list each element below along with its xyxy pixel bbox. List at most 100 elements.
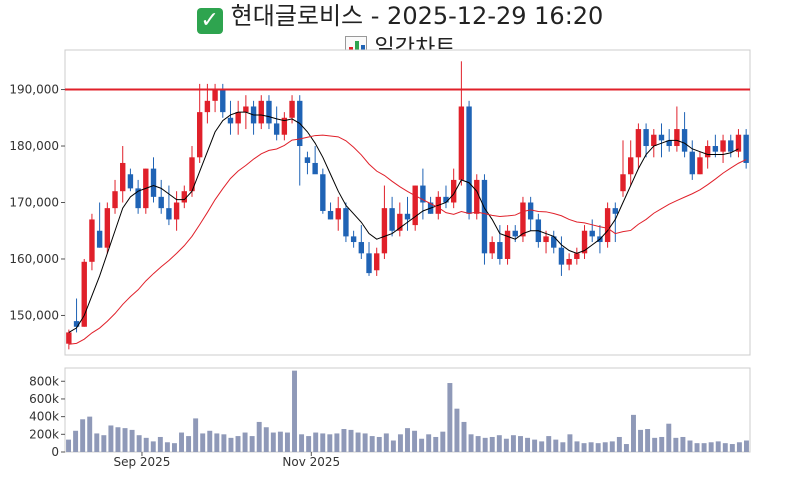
candle-body: [220, 89, 226, 113]
volume-bar: [722, 443, 728, 452]
candle-body: [743, 134, 749, 163]
candle-body: [104, 208, 111, 248]
volume-bar: [242, 432, 248, 452]
volume-bar: [376, 436, 382, 452]
candle-body: [173, 202, 180, 220]
volume-bar: [277, 431, 283, 452]
volume-bar: [715, 441, 721, 452]
candle-body: [358, 242, 365, 254]
price-y-tick-label: 150,000: [9, 308, 59, 322]
title-main-row: ✓ 현대글로비스 - 2025-12-29 16:20: [0, 0, 800, 34]
volume-y-tick-label: 800k: [29, 374, 59, 388]
candle-body: [543, 236, 549, 243]
candle-body: [643, 129, 649, 147]
candle-body: [404, 213, 411, 220]
volume-bar: [687, 440, 693, 452]
volume-bar: [433, 436, 439, 452]
volume-y-tick-label: 0: [51, 445, 59, 459]
candle-body: [258, 100, 264, 124]
volume-bar: [136, 435, 142, 452]
candle-body: [735, 134, 742, 152]
candle-body: [658, 134, 665, 141]
volume-y-tick-label: 200k: [29, 427, 59, 441]
volume-bar: [270, 432, 276, 452]
candle-body: [204, 100, 211, 113]
candle-body: [489, 242, 495, 254]
candle-body: [689, 151, 695, 175]
volume-bar: [306, 436, 312, 452]
candle-body: [150, 168, 157, 197]
volume-bar: [419, 438, 425, 452]
volume-bar: [87, 416, 93, 452]
candle-body: [112, 191, 118, 209]
volume-bar: [468, 434, 474, 452]
volume-bar: [659, 436, 665, 452]
volume-bar: [518, 436, 523, 452]
volume-bar: [284, 432, 290, 452]
candle-body: [343, 208, 349, 237]
volume-bar: [164, 442, 170, 452]
volume-bar: [461, 421, 467, 452]
volume-bar: [171, 443, 177, 452]
candle-body: [720, 140, 726, 152]
candle-body: [312, 162, 318, 175]
candle-body: [527, 202, 534, 220]
volume-bar: [440, 431, 446, 452]
volume-y-tick-label: 400k: [29, 410, 59, 424]
candle-body: [612, 208, 619, 214]
candle-body: [712, 146, 719, 152]
candle-body: [273, 123, 280, 135]
volume-bar: [193, 418, 199, 452]
candle-body: [135, 188, 141, 209]
candle-body: [620, 174, 626, 192]
volume-bar: [221, 434, 227, 452]
volume-bar: [341, 429, 347, 452]
candle-body: [374, 253, 380, 271]
candle-body: [574, 253, 580, 259]
moving-average-long: [68, 134, 747, 345]
candle-body: [604, 208, 611, 243]
candle-body: [412, 185, 418, 226]
volume-y-tick-label: 600k: [29, 392, 59, 406]
volume-bar: [489, 436, 495, 452]
volume-bar: [729, 444, 735, 452]
volume-bar: [334, 433, 340, 452]
candle-body: [66, 332, 72, 344]
volume-bar: [292, 370, 297, 452]
candle-body: [89, 219, 95, 262]
candle-body: [681, 129, 688, 152]
candle-body: [73, 321, 80, 327]
volume-bar: [553, 439, 559, 452]
volume-bar: [383, 433, 389, 452]
candle-body: [443, 196, 449, 203]
candle-body: [366, 253, 372, 274]
candle-body: [589, 230, 595, 237]
volume-bar: [525, 437, 531, 452]
candle-body: [189, 157, 195, 192]
volume-bar: [708, 442, 714, 452]
volume-bar: [179, 432, 184, 452]
volume-bar: [66, 439, 72, 452]
volume-bar: [567, 434, 573, 452]
volume-bar: [313, 432, 319, 452]
check-mark-icon: ✓: [196, 8, 223, 34]
volume-bar: [390, 440, 396, 452]
price-y-tick-label: 170,000: [9, 196, 59, 210]
volume-bar: [539, 441, 545, 452]
volume-bar: [73, 430, 79, 452]
candle-body: [335, 208, 341, 220]
volume-bar: [574, 441, 580, 452]
volume-bars: [66, 370, 749, 452]
candle-body: [558, 247, 565, 265]
candle-body: [212, 89, 218, 101]
volume-bar: [532, 439, 538, 452]
candle-body: [158, 196, 164, 209]
candle-body: [235, 112, 241, 124]
volume-bar: [80, 419, 86, 452]
volume-bar: [235, 436, 241, 452]
volume-bar: [652, 437, 658, 452]
candle-body: [512, 230, 518, 237]
candle-body: [466, 106, 472, 214]
volume-bar: [426, 434, 432, 452]
volume-bar: [454, 408, 460, 452]
